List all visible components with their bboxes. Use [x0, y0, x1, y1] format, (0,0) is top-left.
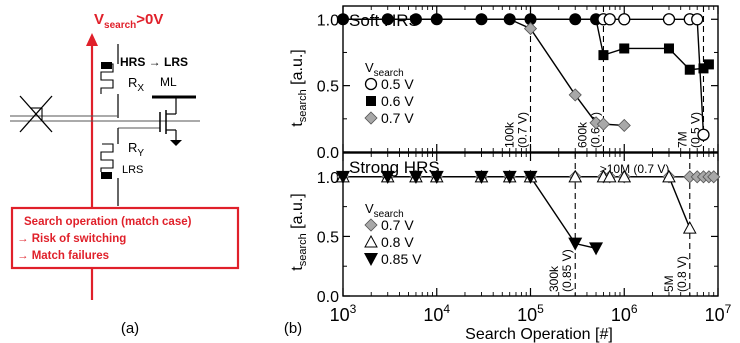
legend-label-strong-2: 0.85 V — [381, 251, 422, 267]
ylabel-bottom: tsearch [a.u.] — [289, 193, 309, 271]
legend-marker-soft-2 — [364, 111, 378, 125]
point-soft-1-14 — [703, 59, 714, 70]
point-soft-1-13 — [698, 63, 709, 74]
point-strong-2-7 — [568, 237, 583, 251]
ytick-label-soft-2: 1.0 — [317, 12, 339, 29]
ml-label: ML — [160, 75, 177, 89]
legend-label-strong-0: 0.7 V — [381, 217, 414, 233]
chart-soft-hrs: 0.0 0.5 1.0 100k(0.7 V) 600k(0.6 V) 7M(0.5 V)… — [317, 5, 719, 162]
annotation-text-strong-2: >10M (0.7 V) — [600, 162, 670, 176]
point-strong-2-5 — [502, 170, 517, 184]
annotation-text-strong-0: 300k(0.85 V) — [547, 249, 574, 292]
hrs-lrs-label: HRS → LRS — [120, 55, 188, 69]
point-soft-1-11 — [663, 43, 674, 54]
point-soft-0-10 — [618, 13, 631, 26]
ytick-label-soft-0: 0.0 — [317, 145, 339, 162]
rx-label: RX — [128, 75, 144, 94]
point-soft-0-9 — [603, 13, 616, 26]
legend-marker-strong-2 — [364, 253, 378, 266]
chart-title-strong: Strong HRS — [349, 158, 440, 177]
legend-label-soft-1: 0.6 V — [381, 93, 414, 109]
vsearch-arrowhead — [86, 33, 98, 46]
point-overlay-soft-6 — [524, 13, 537, 26]
point-soft-1-9 — [598, 50, 609, 61]
xtick-label-0: 103 — [330, 302, 357, 325]
ytick-label-strong-2: 1.0 — [317, 170, 339, 187]
point-strong-0-16 — [707, 170, 721, 184]
ytick-label-soft-1: 0.5 — [317, 79, 339, 96]
point-soft-1-10 — [619, 43, 630, 54]
point-overlay-soft-4 — [475, 13, 488, 26]
legend-marker-soft-0 — [364, 77, 378, 91]
caption-a: (a) — [121, 320, 139, 337]
point-strong-1-11 — [662, 169, 676, 183]
chart-strong-hrs: 0.0 0.5 1.0 103 104 105 106 107 300k(0.85 V) 5M(0… — [317, 152, 732, 325]
annotation-text-soft-1: 600k(0.6 V) — [575, 112, 602, 148]
point-strong-2-6 — [523, 170, 538, 184]
point-strong-2-4 — [474, 170, 489, 184]
annotation-text-soft-2: 7M(0.5 V) — [675, 112, 702, 148]
xtick-label-1: 104 — [423, 302, 450, 325]
point-overlay-soft-2 — [409, 13, 422, 26]
xtick-label-4: 107 — [705, 302, 732, 325]
point-soft-0-11 — [662, 13, 676, 26]
point-soft-2-10 — [617, 118, 631, 133]
ytick-label-strong-1: 0.5 — [317, 229, 339, 246]
transistor-icon — [159, 97, 182, 146]
ry-label: RY — [128, 140, 144, 159]
xtick-label-3: 106 — [611, 302, 638, 325]
ry-resistor — [100, 143, 114, 172]
point-overlay-soft-5 — [503, 13, 516, 26]
point-soft-1-12 — [684, 64, 695, 75]
xlabel: Search Operation [#] — [465, 326, 613, 343]
panel-b: (b) tsearch [a.u.] tsearch [a.u.] Search… — [284, 5, 732, 343]
legend-marker-strong-0 — [364, 218, 378, 232]
ylabel-top: tsearch [a.u.] — [289, 49, 309, 127]
legend-title-soft: Vsearch — [365, 60, 404, 79]
point-strong-1-7 — [568, 169, 583, 183]
legend-marker-soft-1 — [366, 96, 376, 106]
point-overlay-soft-1 — [381, 13, 394, 26]
legend-marker-strong-1 — [364, 234, 378, 248]
box-line-2: → Risk of switching — [17, 233, 126, 245]
point-overlay-soft-0 — [337, 13, 349, 26]
point-strong-2-2 — [408, 170, 423, 184]
chart-title-soft: Soft HRS — [349, 11, 420, 30]
lrs-label: LRS — [122, 164, 143, 176]
point-strong-1-10 — [617, 169, 632, 183]
box-line-3: → Match failures — [17, 250, 109, 262]
point-soft-0-13 — [691, 13, 704, 26]
ry-bottom-plate — [101, 172, 112, 179]
rx-top-plate — [101, 62, 112, 69]
match-case-box — [10, 206, 240, 270]
point-overlay-soft-7 — [569, 13, 582, 26]
legend-label-soft-2: 0.7 V — [381, 110, 414, 126]
box-line-1: Search operation (match case) — [24, 216, 192, 228]
point-strong-2-3 — [429, 170, 444, 184]
point-soft-2-6 — [523, 21, 538, 36]
vsearch-label: Vsearch>0V — [94, 11, 163, 31]
point-strong-1-12 — [682, 221, 697, 234]
legend-label-soft-0: 0.5 V — [381, 76, 414, 92]
legend-label-strong-1: 0.8 V — [381, 234, 414, 250]
annotation-text-soft-0: 100k(0.7 V) — [503, 112, 530, 148]
legend-title-strong: Vsearch — [365, 201, 404, 220]
caption-b: (b) — [284, 320, 302, 337]
point-strong-1-9 — [602, 169, 617, 183]
xtick-label-2: 105 — [517, 302, 544, 325]
annotation-text-strong-1: 5M(0.8 V) — [662, 256, 689, 292]
rx-resistor — [100, 63, 114, 94]
point-soft-0-14 — [697, 128, 710, 141]
ytick-label-strong-0: 0.0 — [317, 289, 339, 306]
point-strong-2-1 — [380, 170, 395, 184]
crossed-device-icon — [19, 95, 53, 133]
point-strong-2-0 — [336, 170, 350, 184]
point-soft-2-9 — [596, 117, 611, 131]
panel-a: Vsearch>0V HRS → LRS RX ML — [10, 11, 240, 337]
point-soft-2-7 — [568, 88, 582, 102]
point-strong-2-8 — [589, 242, 604, 256]
point-overlay-soft-3 — [430, 13, 443, 26]
